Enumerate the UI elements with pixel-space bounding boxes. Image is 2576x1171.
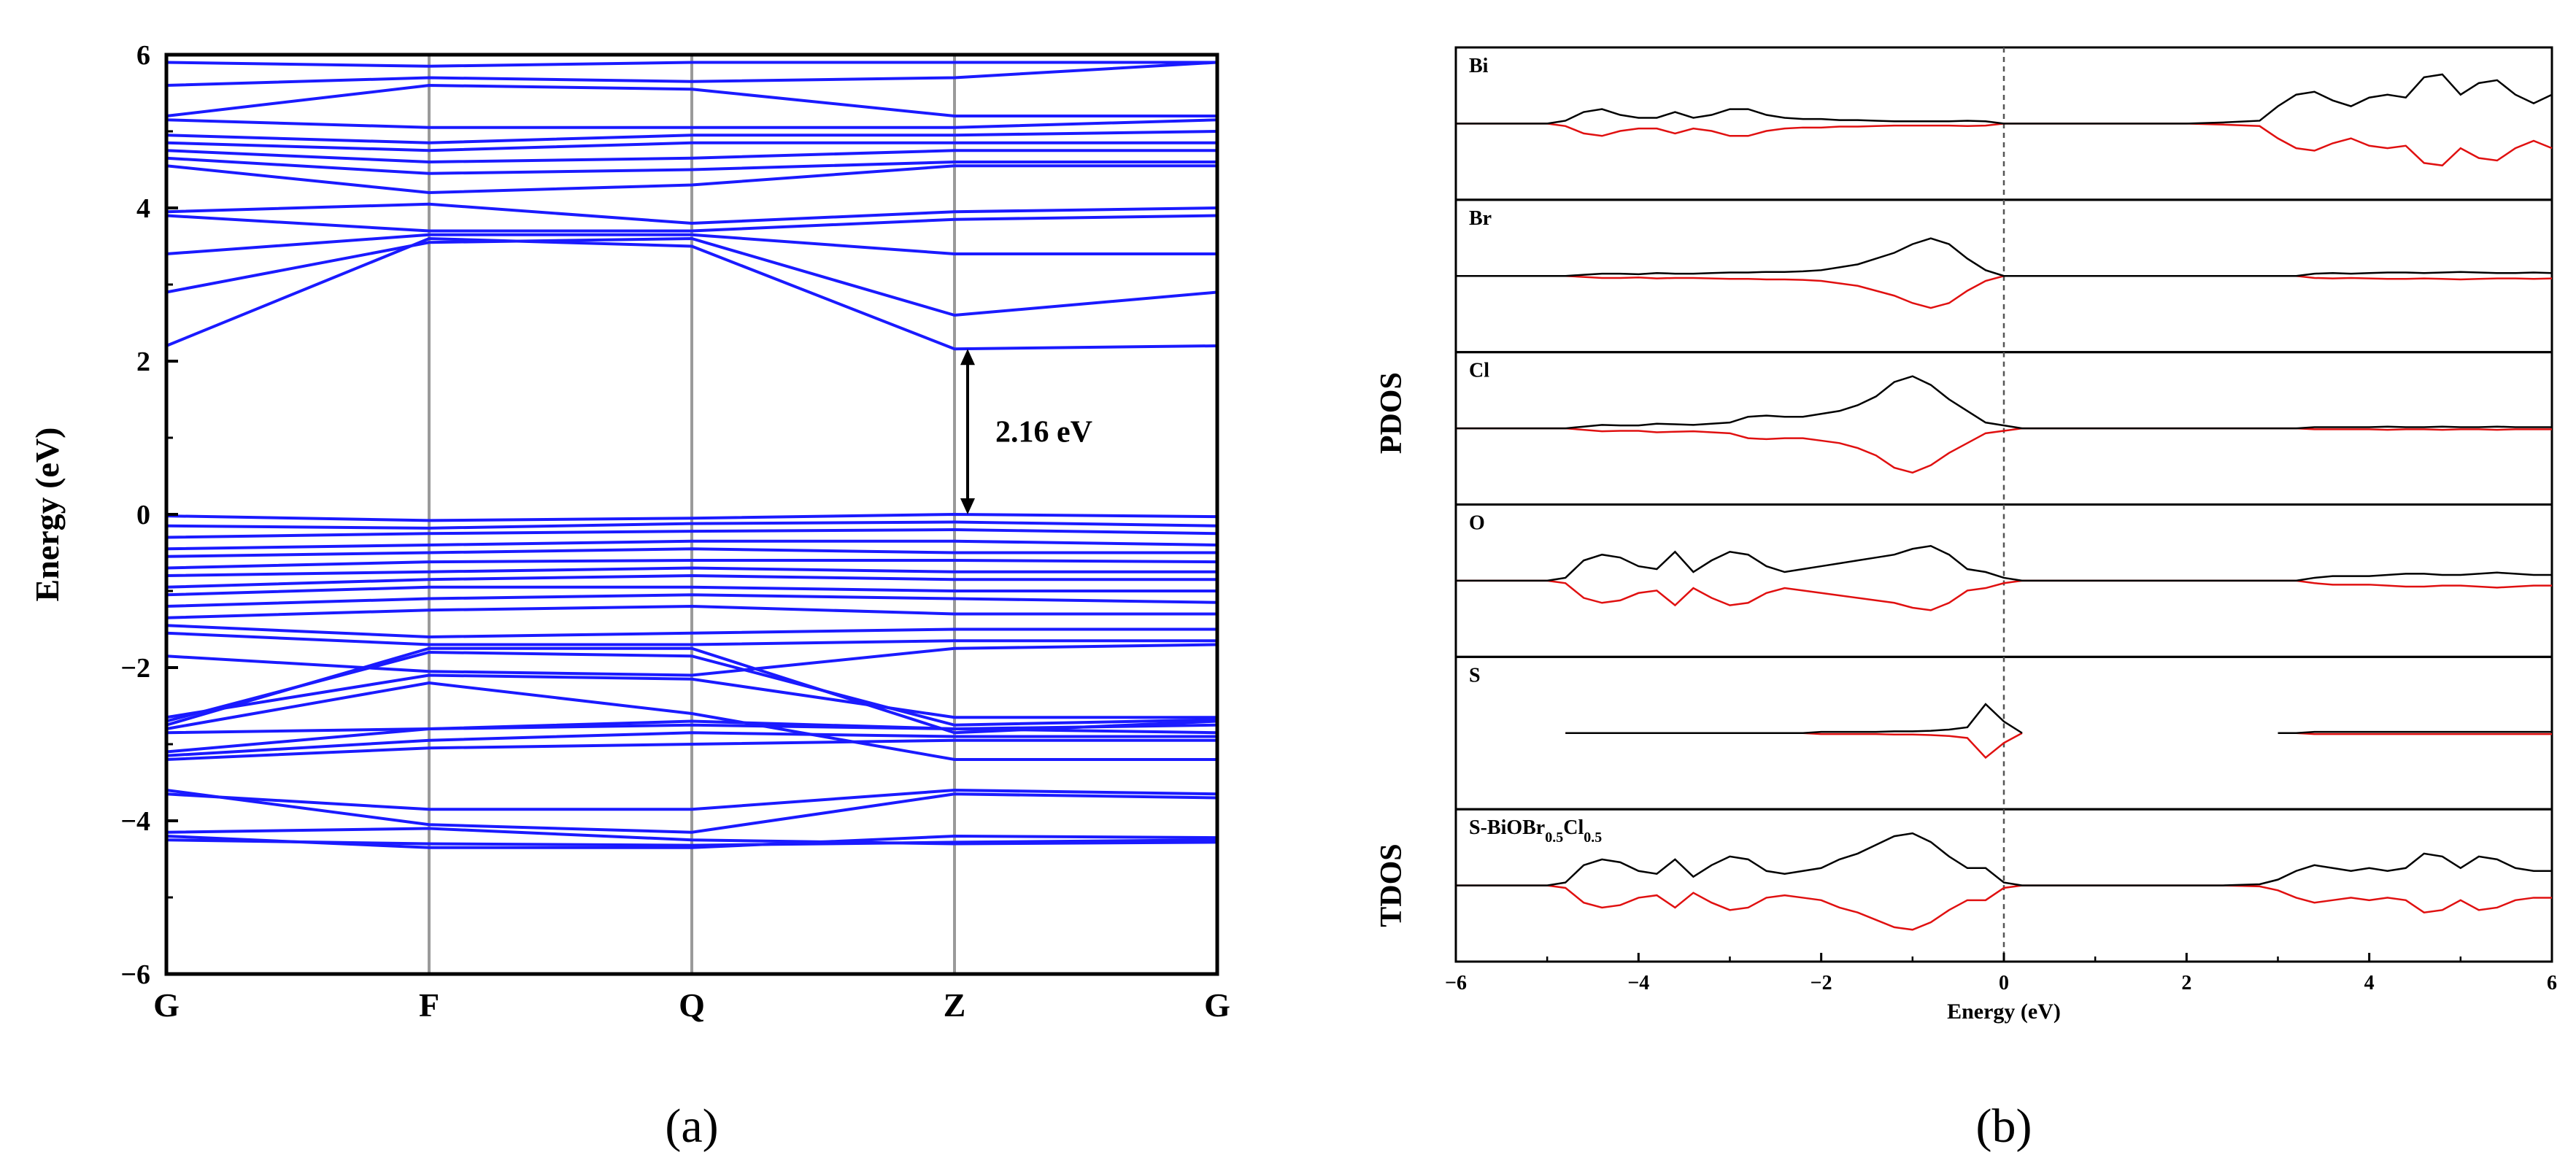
band-line-36 <box>166 130 1218 144</box>
energy-tick-label: −6 <box>120 959 150 990</box>
spin-up-dos-curve <box>1456 73 2553 125</box>
panel-label-b: (b) <box>1976 1099 2032 1153</box>
energy-axis-label: Energy (eV) <box>28 428 66 602</box>
dos-energy-tick-label: −2 <box>1810 972 1832 994</box>
dos-energy-tick-label: −4 <box>1627 972 1649 994</box>
panel-label-a: (a) <box>665 1099 718 1153</box>
spin-down-dos-curve <box>1565 732 2552 760</box>
dos-energy-axis-label: Energy (eV) <box>1947 1000 2061 1024</box>
spin-up-dos-curve <box>1456 545 2552 582</box>
band-line-15 <box>166 624 1217 639</box>
gap-arrow-head-top <box>960 349 975 366</box>
band-line-9 <box>166 681 1217 761</box>
spin-up-dos-curve <box>1456 832 2552 886</box>
band-line-16 <box>166 604 1217 619</box>
element-label: Br <box>1469 207 1492 230</box>
band-line-24 <box>166 527 1218 539</box>
band-line-11 <box>166 650 1218 727</box>
gap-value-label: 2.16 eV <box>995 416 1092 449</box>
dos-energy-tick-label: 6 <box>2547 972 2557 994</box>
band-line-26 <box>166 512 1218 522</box>
band-line-31 <box>166 202 1218 225</box>
kpoint-label-G: G <box>1204 986 1230 1024</box>
band-line-20 <box>166 566 1217 577</box>
dos-energy-tick-label: −6 <box>1445 972 1467 994</box>
element-label: Cl <box>1469 360 1489 382</box>
energy-tick-label: 6 <box>136 40 150 71</box>
element-label: Bi <box>1469 55 1489 77</box>
kpoint-label-G: G <box>153 986 180 1024</box>
band-line-33 <box>166 156 1217 175</box>
band-line-32 <box>166 164 1217 195</box>
dos-chart: Bi Br Cl O S S-BiOBr0.5Cl0.5 −6 −4 −2 0 2 4 6 Energ… <box>1375 46 2557 1024</box>
band-line-12 <box>166 673 1217 719</box>
band-line-13 <box>166 643 1218 677</box>
pdos-group-label: PDOS <box>1375 372 1408 454</box>
kpoint-label-F: F <box>419 986 439 1024</box>
tdos-group-label: TDOS <box>1375 843 1408 927</box>
band-line-37 <box>166 118 1218 129</box>
band-line-19 <box>166 573 1217 589</box>
spin-down-dos-curve <box>1456 275 2553 309</box>
element-label: O <box>1469 512 1485 535</box>
band-line-35 <box>166 141 1217 152</box>
spin-down-dos-curve <box>1456 427 2552 474</box>
band-line-40 <box>166 61 1217 68</box>
band-line-5 <box>166 738 1217 761</box>
dos-energy-tick-label: 2 <box>2181 972 2191 994</box>
energy-tick-label: 2 <box>136 347 150 377</box>
energy-axis-ticks: −6 −4 −2 0 2 4 6 <box>120 40 178 990</box>
spin-down-dos-curve <box>1456 123 2553 167</box>
energy-tick-label: 4 <box>136 193 150 224</box>
band-line-2 <box>166 827 1218 846</box>
band-line-4 <box>166 789 1218 834</box>
spin-up-dos-curve <box>1456 237 2553 277</box>
band-line-38 <box>166 83 1217 117</box>
energy-tick-label: 0 <box>136 500 150 530</box>
band-line-27 <box>166 236 1218 351</box>
band-line-23 <box>166 539 1218 551</box>
band-structure-chart: −6 −4 −2 0 2 4 6 G F Q Z G Energy (eV) 2.16 eV <box>28 40 1230 1024</box>
kpoint-label-Q: Q <box>679 986 705 1024</box>
band-line-34 <box>166 149 1217 164</box>
band-line-18 <box>166 585 1217 597</box>
spin-up-dos-curve <box>1456 375 2552 430</box>
energy-tick-label: −4 <box>120 806 150 837</box>
band-line-14 <box>166 631 1217 646</box>
band-line-30 <box>166 214 1218 233</box>
dos-energy-axis-ticks: −6 −4 −2 0 2 4 6 <box>1445 953 2557 994</box>
band-gap-annotation: 2.16 eV <box>960 349 1092 514</box>
band-lines <box>166 61 1218 849</box>
band-line-28 <box>166 236 1218 317</box>
kpoint-label-Z: Z <box>944 986 966 1024</box>
spin-down-dos-curve <box>1456 579 2552 611</box>
band-line-29 <box>166 233 1217 255</box>
band-line-3 <box>166 788 1218 811</box>
spin-up-dos-curve <box>1565 703 2552 734</box>
dos-energy-tick-label: 4 <box>2364 972 2375 994</box>
element-label: S-BiOBr0.5Cl0.5 <box>1469 816 1602 846</box>
band-line-1 <box>166 834 1218 849</box>
element-label: S <box>1469 664 1481 687</box>
gap-arrow-head-bottom <box>960 498 975 514</box>
spin-down-dos-curve <box>1456 884 2552 931</box>
dos-energy-tick-label: 0 <box>1999 972 2009 994</box>
band-line-22 <box>166 547 1217 558</box>
band-line-6 <box>166 731 1217 757</box>
dos-subpanels: Bi Br Cl O S S-BiOBr0.5Cl0.5 <box>1454 46 2553 963</box>
band-line-39 <box>166 61 1218 87</box>
band-line-21 <box>166 559 1218 570</box>
band-line-17 <box>166 593 1218 608</box>
band-line-25 <box>166 520 1218 530</box>
energy-tick-label: −2 <box>120 653 150 684</box>
